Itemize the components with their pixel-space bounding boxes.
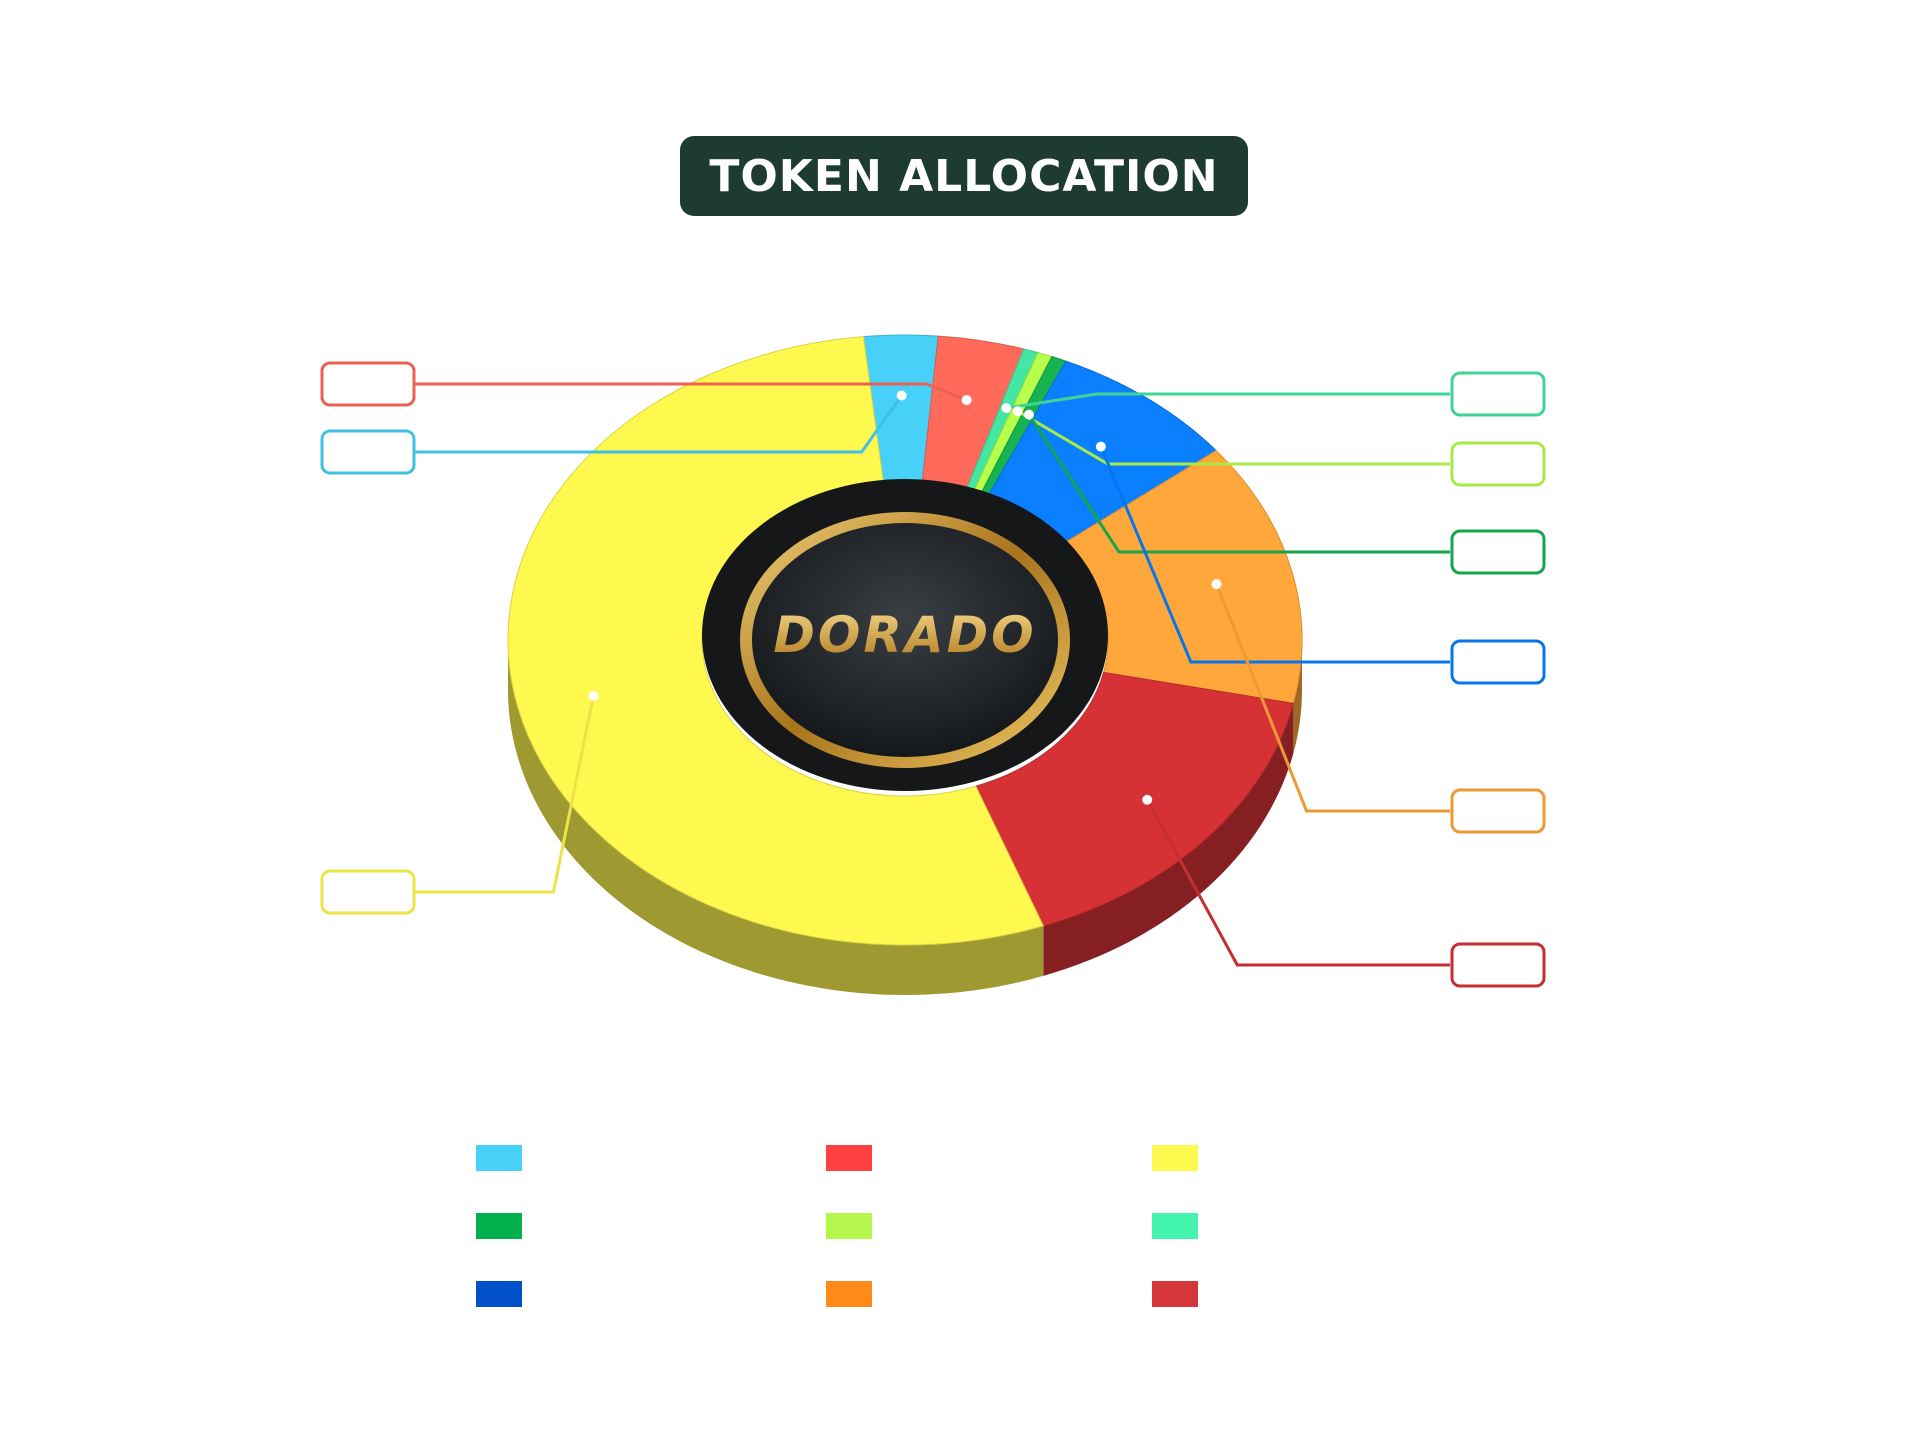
callout-dot-1 (961, 395, 972, 406)
callout-dot-4 (1024, 409, 1035, 420)
dorado-logo: DORADO (773, 606, 1036, 664)
slice-side-6 (1293, 640, 1302, 754)
callout-dot-8 (588, 690, 599, 701)
callout-line-7 (1145, 799, 1450, 967)
callout-line-1 (414, 382, 968, 402)
legend-swatch-4 (826, 1213, 872, 1239)
hub-center (752, 523, 1058, 757)
callout-box-6 (1450, 788, 1546, 834)
callout-box-4 (1450, 529, 1546, 575)
legend-swatch-7 (1152, 1213, 1198, 1239)
callout-line-8 (414, 695, 595, 894)
slice-side-7 (1043, 703, 1294, 976)
callout-dot-5 (1095, 441, 1106, 452)
legend-swatch-6 (1152, 1145, 1198, 1171)
legend-swatch-0 (476, 1145, 522, 1171)
callout-line-5 (1099, 446, 1450, 664)
callout-line-0 (414, 394, 903, 454)
callout-line-4 (1027, 413, 1450, 554)
legend-swatch-5 (826, 1281, 872, 1307)
callout-dot-3 (1012, 406, 1023, 417)
slice-7 (975, 671, 1294, 927)
legend-swatch-2 (476, 1281, 522, 1307)
callout-box-2 (1450, 371, 1546, 417)
callout-dot-7 (1142, 794, 1153, 805)
legend-swatch-1 (476, 1213, 522, 1239)
callout-box-8 (320, 869, 416, 915)
slice-side-8 (508, 640, 1044, 996)
callout-box-1 (320, 361, 416, 407)
callout-box-7 (1450, 942, 1546, 988)
callout-line-2 (1006, 392, 1450, 410)
callout-dot-0 (896, 390, 907, 401)
legend-swatch-8 (1152, 1281, 1198, 1307)
slice-8 (507, 336, 1045, 946)
legend-swatch-3 (826, 1145, 872, 1171)
chart-title: TOKEN ALLOCATION (680, 136, 1248, 216)
callout-line-6 (1215, 583, 1450, 813)
callout-box-5 (1450, 639, 1546, 685)
callout-dot-6 (1211, 579, 1222, 590)
callout-box-0 (320, 429, 416, 475)
callout-box-3 (1450, 441, 1546, 487)
callout-dot-2 (1001, 403, 1012, 414)
